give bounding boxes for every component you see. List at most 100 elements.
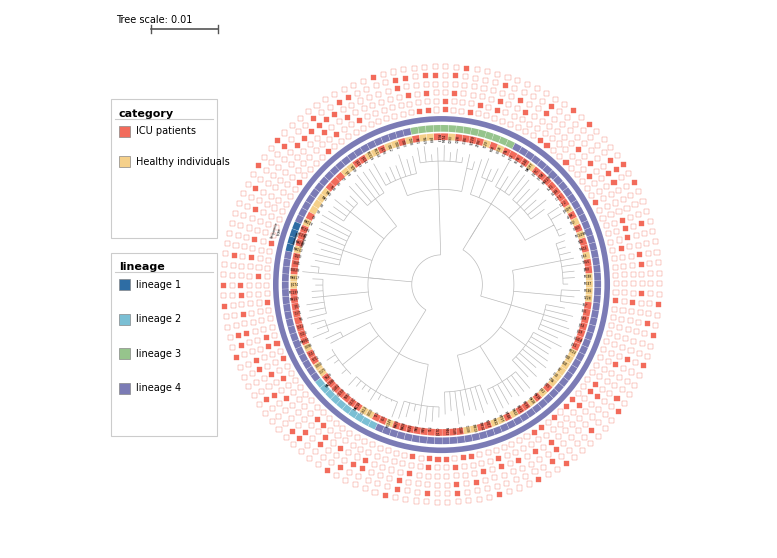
Polygon shape xyxy=(346,95,350,100)
Polygon shape xyxy=(295,142,300,147)
Wedge shape xyxy=(322,373,331,382)
Text: C51: C51 xyxy=(381,415,387,421)
Polygon shape xyxy=(245,331,249,336)
Text: T853: T853 xyxy=(344,392,352,401)
Wedge shape xyxy=(293,310,301,318)
Text: M8817B: M8817B xyxy=(542,175,553,186)
Text: C139: C139 xyxy=(464,425,469,432)
Wedge shape xyxy=(385,418,394,427)
Wedge shape xyxy=(592,257,600,266)
Polygon shape xyxy=(536,477,542,482)
Wedge shape xyxy=(548,170,558,180)
Polygon shape xyxy=(549,104,554,109)
Wedge shape xyxy=(306,366,316,376)
Wedge shape xyxy=(532,403,542,413)
Wedge shape xyxy=(594,280,601,287)
Wedge shape xyxy=(492,134,501,143)
Wedge shape xyxy=(342,393,351,403)
Text: FJ19: FJ19 xyxy=(575,329,583,335)
Wedge shape xyxy=(549,388,559,398)
Text: M809: M809 xyxy=(394,420,400,429)
Wedge shape xyxy=(296,323,305,332)
Polygon shape xyxy=(435,456,441,461)
Polygon shape xyxy=(614,167,618,172)
Wedge shape xyxy=(330,395,340,405)
Text: M808: M808 xyxy=(401,421,406,431)
Wedge shape xyxy=(294,316,302,325)
Wedge shape xyxy=(282,282,289,289)
Polygon shape xyxy=(297,436,302,441)
Wedge shape xyxy=(336,172,345,181)
Wedge shape xyxy=(310,355,319,365)
Wedge shape xyxy=(483,140,491,148)
Wedge shape xyxy=(294,246,302,254)
Wedge shape xyxy=(448,133,455,141)
Wedge shape xyxy=(310,188,319,198)
Text: MAC28: MAC28 xyxy=(354,401,363,412)
Wedge shape xyxy=(589,317,598,326)
Wedge shape xyxy=(589,242,598,251)
Text: C098: C098 xyxy=(305,343,314,350)
Wedge shape xyxy=(291,296,298,303)
Text: T5D: T5D xyxy=(329,185,336,192)
Polygon shape xyxy=(324,117,329,122)
Polygon shape xyxy=(552,415,557,420)
Wedge shape xyxy=(442,429,449,436)
Wedge shape xyxy=(315,182,324,192)
Text: S17B: S17B xyxy=(514,156,522,165)
Text: M2: M2 xyxy=(299,318,304,322)
Polygon shape xyxy=(594,395,600,400)
Text: FJ17D: FJ17D xyxy=(437,427,441,435)
Text: MC13: MC13 xyxy=(567,348,576,356)
Wedge shape xyxy=(561,360,570,370)
Wedge shape xyxy=(565,354,574,364)
Wedge shape xyxy=(553,176,563,185)
Text: MAC386: MAC386 xyxy=(325,378,336,389)
Text: FJ176: FJ176 xyxy=(379,146,386,155)
Polygon shape xyxy=(249,255,254,260)
Polygon shape xyxy=(588,161,593,166)
Polygon shape xyxy=(427,465,431,470)
Wedge shape xyxy=(476,138,484,146)
Polygon shape xyxy=(473,480,479,485)
Wedge shape xyxy=(520,412,529,422)
Text: MC47: MC47 xyxy=(584,282,592,286)
Wedge shape xyxy=(326,378,336,388)
Wedge shape xyxy=(399,424,407,431)
Polygon shape xyxy=(326,149,331,154)
Text: GD28: GD28 xyxy=(551,188,559,196)
FancyBboxPatch shape xyxy=(111,253,217,436)
Polygon shape xyxy=(611,180,616,185)
Polygon shape xyxy=(382,493,388,498)
Polygon shape xyxy=(270,241,274,246)
Wedge shape xyxy=(367,140,376,150)
Polygon shape xyxy=(517,458,521,463)
Wedge shape xyxy=(301,201,312,211)
Wedge shape xyxy=(548,377,557,387)
Polygon shape xyxy=(298,180,302,185)
Wedge shape xyxy=(299,353,308,363)
Polygon shape xyxy=(360,466,364,472)
Wedge shape xyxy=(499,137,508,146)
Wedge shape xyxy=(358,155,368,164)
Wedge shape xyxy=(581,244,589,253)
Text: C308: C308 xyxy=(406,138,412,146)
Text: FJB3: FJB3 xyxy=(583,268,590,272)
Wedge shape xyxy=(361,143,370,153)
Wedge shape xyxy=(462,135,470,143)
Wedge shape xyxy=(384,142,393,151)
Wedge shape xyxy=(521,158,530,167)
Text: C013: C013 xyxy=(368,408,375,417)
Polygon shape xyxy=(616,410,621,415)
Wedge shape xyxy=(291,275,298,282)
Text: C041: C041 xyxy=(293,262,301,267)
Polygon shape xyxy=(263,335,269,340)
Polygon shape xyxy=(290,429,295,434)
Polygon shape xyxy=(630,300,635,305)
Wedge shape xyxy=(591,249,599,258)
Wedge shape xyxy=(579,322,587,330)
Wedge shape xyxy=(579,237,587,246)
Wedge shape xyxy=(486,429,495,437)
Polygon shape xyxy=(322,130,327,135)
Text: C5: C5 xyxy=(335,181,340,187)
